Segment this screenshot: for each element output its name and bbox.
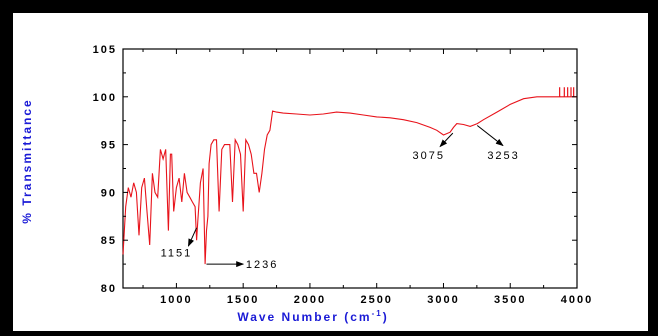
- annotation-label: 3075: [413, 150, 445, 162]
- annotation-label: 1151: [161, 247, 193, 259]
- x-tick-label: 3000: [427, 294, 459, 306]
- y-tick-label: 100: [93, 92, 117, 104]
- x-tick-label: 2000: [294, 294, 326, 306]
- y-tick-label: 90: [101, 187, 117, 199]
- x-axis-title-sup: -1: [372, 309, 383, 318]
- spectrum-line: [122, 96, 577, 265]
- x-axis-title-close: ): [383, 310, 389, 324]
- chart-frame: 1000 1500 2000 2500 3000 3500 4000 80 85 90 95 100…: [12, 12, 649, 332]
- y-tick-label: 105: [93, 44, 117, 56]
- y-tick-label: 85: [101, 235, 117, 247]
- x-axis-title-main: Wave Number (cm: [237, 310, 371, 324]
- ftir-spectrum-chart: 1000 1500 2000 2500 3000 3500 4000 80 85 90 95 100…: [20, 44, 593, 324]
- x-axis-title: Wave Number (cm-1): [237, 309, 388, 324]
- y-tick-label: 95: [101, 140, 117, 152]
- annotation-label: 3253: [487, 150, 519, 162]
- y-tick-label: 80: [101, 283, 117, 295]
- x-tick-label: 4000: [561, 294, 593, 306]
- x-axis: 1000 1500 2000 2500 3000 3500 4000: [142, 49, 593, 306]
- annotation-arrow: [187, 227, 198, 247]
- annotation-arrow: [439, 132, 454, 148]
- x-tick-label: 2500: [360, 294, 392, 306]
- y-axis: 80 85 90 95 100 105: [93, 44, 577, 295]
- x-tick-label: 1000: [160, 294, 192, 306]
- annotation-label: 1236: [246, 259, 278, 271]
- annotation-arrow: [476, 125, 504, 147]
- x-tick-label: 1500: [227, 294, 259, 306]
- annotations: 1151 1236 3075 3253: [161, 125, 519, 271]
- y-axis-title: % Transmittance: [20, 98, 34, 223]
- x-tick-label: 3500: [494, 294, 526, 306]
